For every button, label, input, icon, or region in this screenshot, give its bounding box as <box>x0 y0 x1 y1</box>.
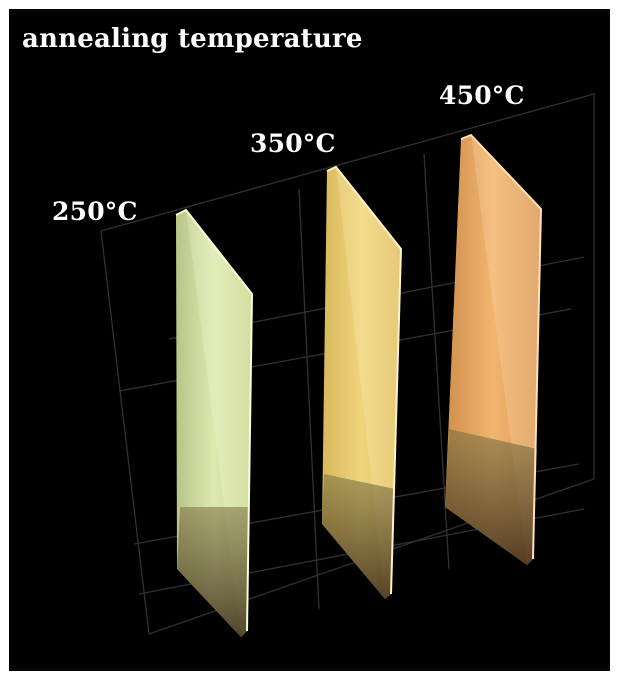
label-250c: 250°C <box>52 197 138 226</box>
label-350c: 350°C <box>250 129 336 158</box>
slide-350 <box>322 165 403 599</box>
slide-450 <box>445 133 543 565</box>
slide-250 <box>175 208 254 637</box>
glass-slides-photo <box>100 93 595 637</box>
sample-photo: annealing temperature 250°C 350°C 450°C <box>9 9 610 671</box>
annealing-temperature-title: annealing temperature <box>22 24 363 54</box>
label-450c: 450°C <box>439 81 525 110</box>
